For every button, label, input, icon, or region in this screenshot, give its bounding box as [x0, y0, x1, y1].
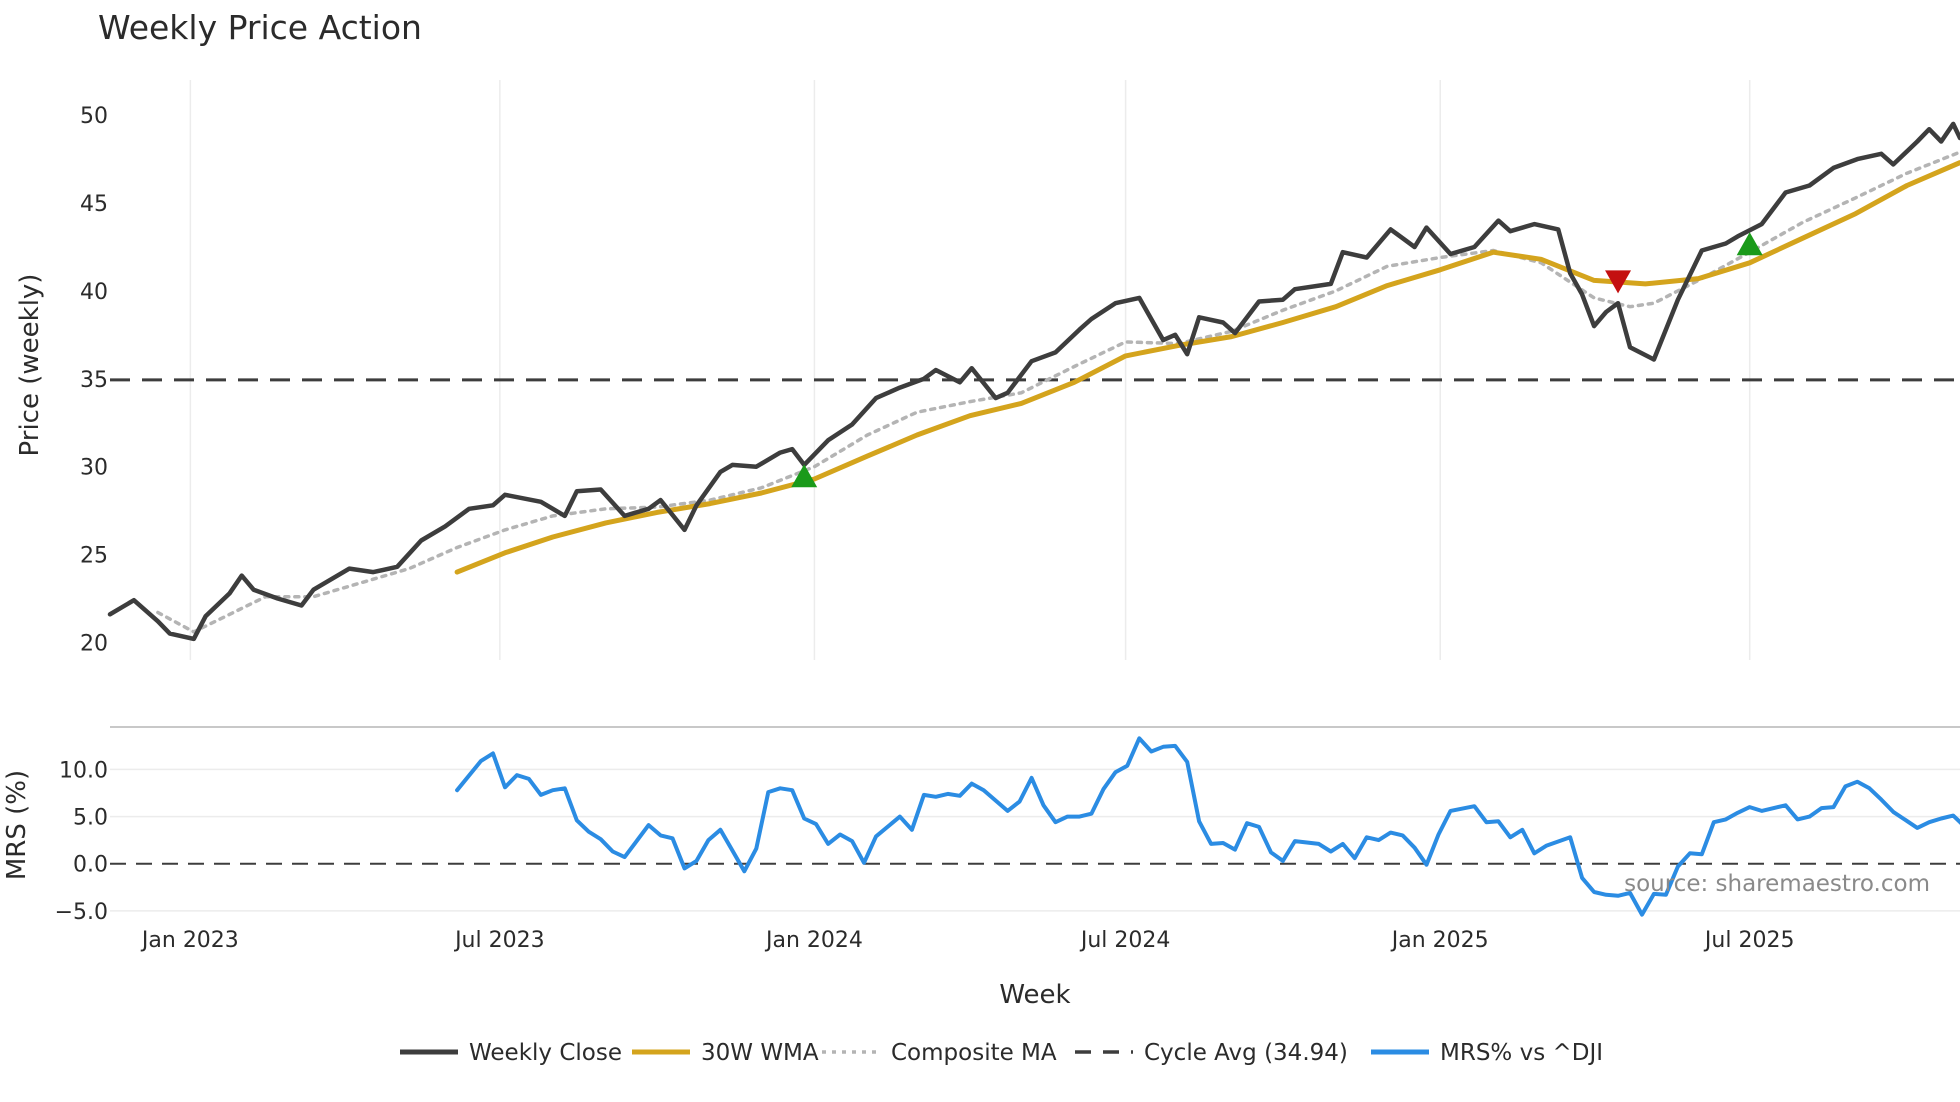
- x-tick-label: Jan 2025: [1390, 928, 1489, 953]
- legend: Weekly Close 30W WMA Composite MA Cycle Avg…: [400, 1040, 1603, 1066]
- price-y-axis-title: Price (weekly): [15, 274, 45, 457]
- legend-label: Cycle Avg (34.94): [1144, 1040, 1348, 1066]
- x-tick-label: Jan 2024: [764, 928, 863, 953]
- mrs-y-tick-label: 5.0: [73, 806, 108, 831]
- price-series-group: [107, 121, 1960, 642]
- mrs-y-tick-label: 0.0: [73, 853, 108, 878]
- price-y-tick-label: 20: [80, 631, 108, 656]
- legend-label: Composite MA: [891, 1040, 1057, 1066]
- legend-label: MRS% vs ^DJI: [1440, 1040, 1603, 1066]
- price-y-tick-label: 45: [80, 192, 108, 217]
- weekly-close-line: [107, 121, 1960, 642]
- legend-item: 30W WMA: [632, 1040, 819, 1066]
- source-credit: source: sharemaestro.com: [1624, 871, 1930, 897]
- price-y-tick-label: 40: [80, 280, 108, 305]
- price-y-tick-label: 30: [80, 456, 108, 481]
- mrs-y-axis: 10.0 5.0 0.0 −5.0: [55, 758, 108, 924]
- wma-30w-line: [454, 160, 1960, 575]
- mrs-series-group: [455, 736, 1960, 917]
- x-tick-label: Jan 2023: [140, 928, 239, 953]
- legend-label: Weekly Close: [469, 1040, 622, 1066]
- mrs-panel: 10.0 5.0 0.0 −5.0 MRS (%) source: sharemaes…: [2, 726, 1960, 925]
- composite-ma-line: [156, 150, 1960, 634]
- mrs-line: [455, 736, 1960, 917]
- buy-signal-marker: [791, 464, 818, 488]
- price-y-tick-label: 35: [80, 368, 108, 393]
- buy-signal-marker: [1736, 232, 1763, 256]
- x-axis-title: Week: [999, 980, 1070, 1010]
- chart-title: Weekly Price Action: [98, 8, 422, 47]
- legend-item: Cycle Avg (34.94): [1075, 1040, 1348, 1066]
- price-y-axis: 20 25 30 35 40 45 50: [80, 104, 108, 656]
- legend-item: MRS% vs ^DJI: [1371, 1040, 1603, 1066]
- sell-signal-marker: [1605, 270, 1632, 294]
- price-vertical-gridlines: [189, 80, 1751, 660]
- signal-markers: [791, 232, 1763, 488]
- mrs-horizontal-gridlines: [110, 768, 1960, 912]
- price-panel: 20 25 30 35 40 45 50 Price (weekly): [15, 80, 1960, 660]
- mrs-y-tick-label: −5.0: [55, 900, 108, 925]
- x-tick-label: Jul 2024: [1079, 928, 1171, 953]
- legend-label: 30W WMA: [701, 1040, 819, 1066]
- legend-item: Composite MA: [822, 1040, 1057, 1066]
- x-tick-label: Jul 2025: [1703, 928, 1795, 953]
- mrs-y-tick-label: 10.0: [59, 758, 108, 783]
- mrs-y-axis-title: MRS (%): [2, 770, 32, 880]
- price-y-tick-label: 50: [80, 104, 108, 129]
- x-tick-label: Jul 2023: [453, 928, 545, 953]
- legend-item: Weekly Close: [400, 1040, 622, 1066]
- x-axis: Jan 2023 Jul 2023 Jan 2024 Jul 2024 Jan 2025…: [140, 928, 1795, 953]
- price-y-tick-label: 25: [80, 544, 108, 569]
